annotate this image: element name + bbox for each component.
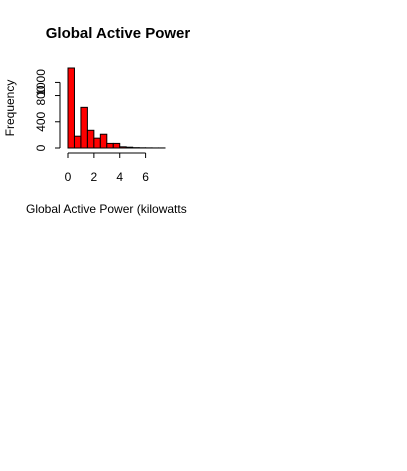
histogram-bar — [113, 143, 119, 148]
x-axis: 0 2 4 6 — [65, 153, 150, 184]
histogram-bar — [68, 68, 74, 148]
y-tick-label: 1000 — [34, 69, 48, 96]
histogram-bar — [74, 136, 80, 148]
y-axis-label: Frequency — [3, 80, 17, 137]
histogram-bar — [126, 147, 132, 148]
histogram-bar — [107, 143, 113, 148]
histogram-bar — [87, 130, 93, 148]
histogram-bar — [81, 107, 87, 148]
histogram-bar — [100, 134, 106, 148]
y-tick-label: 0 — [34, 144, 48, 151]
x-axis-label: Global Active Power (kilowatts — [26, 202, 187, 216]
chart-title: Global Active Power — [46, 25, 191, 42]
histogram-bar — [94, 138, 100, 148]
x-tick-label: 2 — [91, 170, 98, 184]
y-tick-label: 400 — [34, 111, 48, 131]
x-tick-label: 4 — [116, 170, 123, 184]
x-tick-label: 0 — [65, 170, 72, 184]
bars-group — [68, 68, 165, 148]
histogram-bar — [120, 147, 126, 148]
x-tick-label: 6 — [142, 170, 149, 184]
